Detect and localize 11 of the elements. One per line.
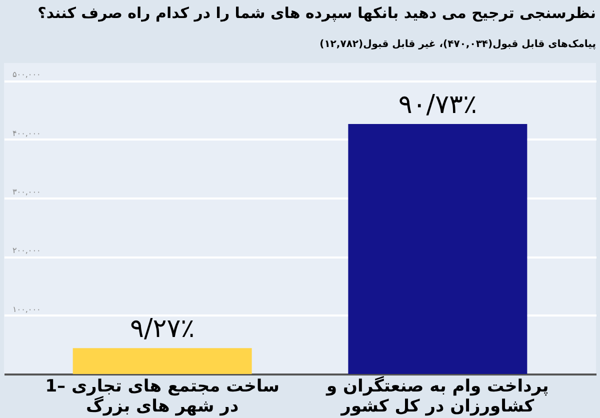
data-label: ۹۰/۷۳٪ <box>398 90 477 120</box>
x-tick-label: 1– ساخت مجتمع های تجاری در شهر های بزرگ <box>45 376 280 416</box>
y-tick-label: ۱۰۰,۰۰۰ <box>12 304 41 314</box>
x-tick-label: پرداخت وام به صنعتگران و کشاورزان در کل کشور <box>326 376 549 416</box>
y-tick-label: ۳۰۰,۰۰۰ <box>12 187 41 196</box>
y-tick-label: ۲۰۰,۰۰۰ <box>12 246 41 256</box>
chart-subtitle: پیامک‌های قابل قبول(۴۷۰,۰۳۴)، غیر قابل قبول(۱۲,۷۸۲) <box>320 39 596 50</box>
chart-title: نظرسنجی ترجیح می دهید بانکها سپرده های شما را در کدام راه صرف کنند؟ <box>38 4 596 22</box>
data-label: ۹/۲۷٪ <box>130 314 195 344</box>
y-tick-label: ۴۰۰,۰۰۰ <box>12 128 41 138</box>
y-tick-label: ۵۰۰,۰۰۰ <box>12 70 41 80</box>
